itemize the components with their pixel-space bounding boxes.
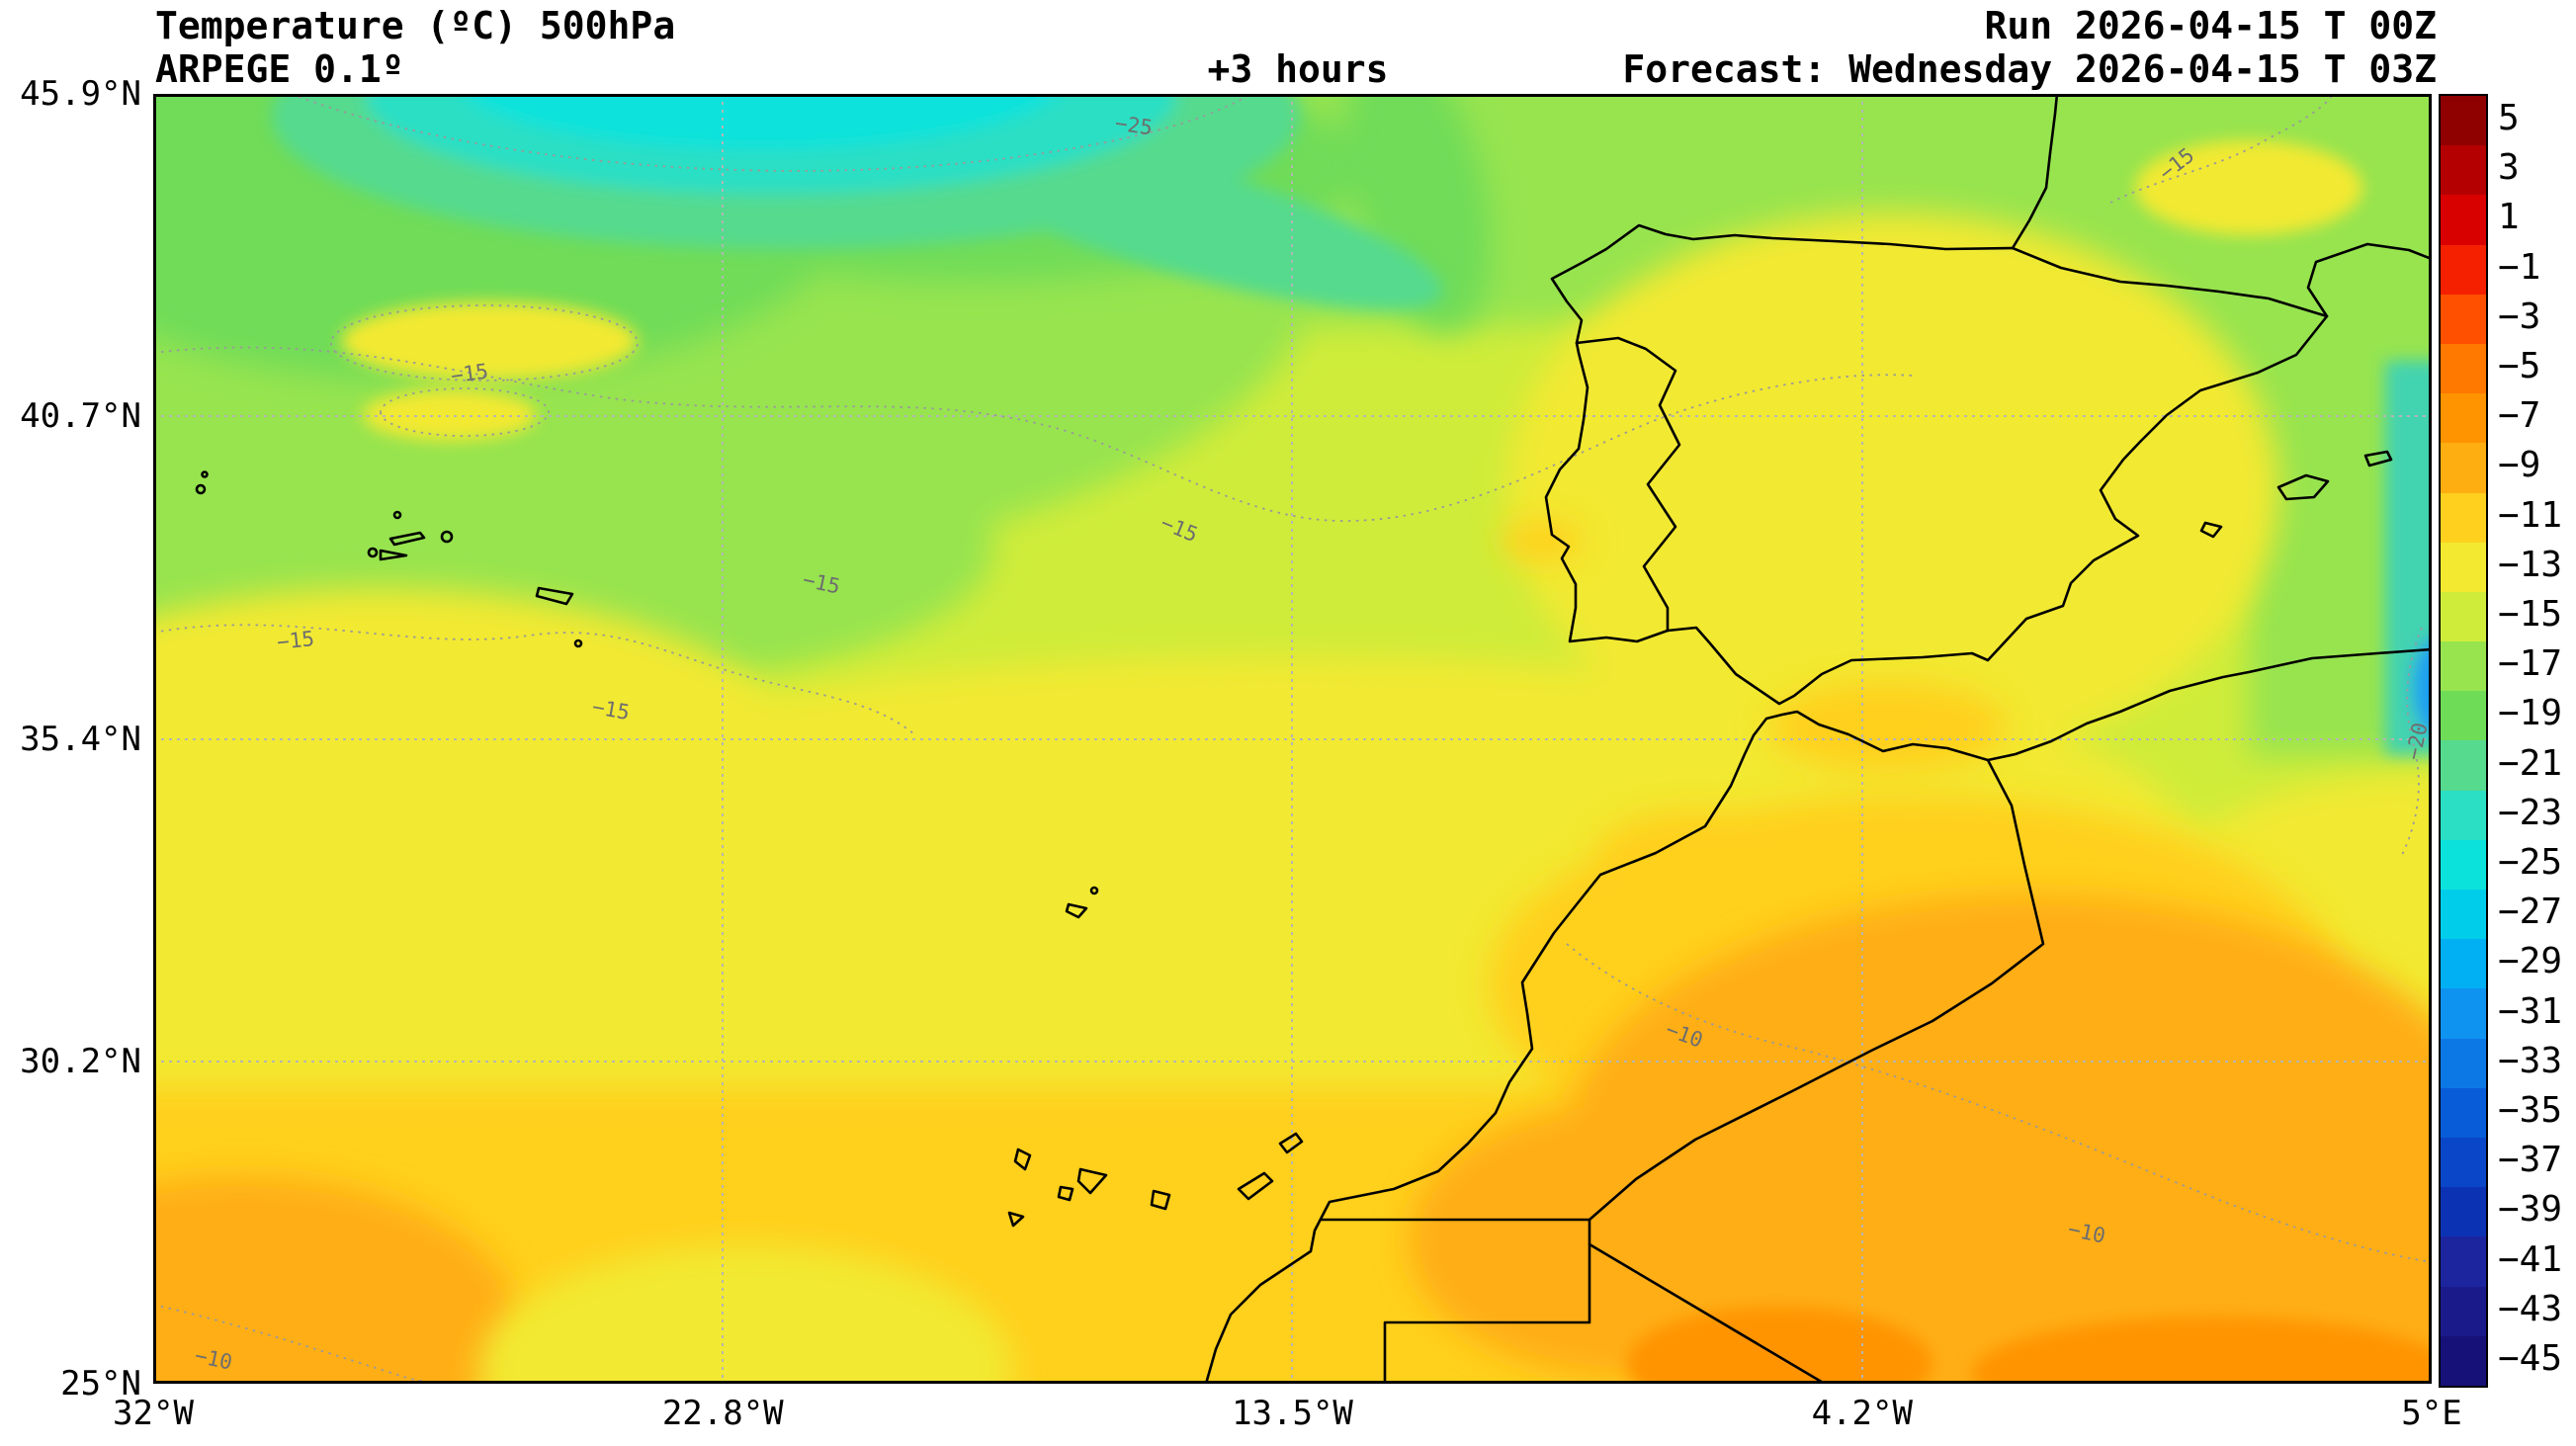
colorbar-tick-label: −29 (2498, 941, 2563, 982)
colorbar-tick-label: −1 (2498, 246, 2541, 288)
colorbar-band (2441, 343, 2486, 394)
colorbar-tick-label: −43 (2498, 1288, 2563, 1329)
lat-tick-label: 25°N (60, 1364, 141, 1403)
colorbar-tick-label: −37 (2498, 1140, 2563, 1181)
colorbar-tick-label: 5 (2498, 98, 2520, 139)
colorbar-band (2441, 443, 2486, 493)
lat-tick-label: 45.9°N (20, 74, 141, 114)
colorbar-band (2441, 1187, 2486, 1237)
colorbar-band (2441, 145, 2486, 196)
forecast-label: Forecast: Wednesday 2026-04-15 T 03Z (1622, 47, 2437, 91)
colorbar-band (2441, 988, 2486, 1039)
colorbar-band (2441, 790, 2486, 840)
map-canvas (153, 94, 2432, 1384)
colorbar (2439, 94, 2488, 1388)
colorbar-tick-label: −41 (2498, 1238, 2563, 1280)
colorbar-tick-label: 1 (2498, 197, 2520, 238)
colorbar-band (2441, 244, 2486, 295)
gridlines (153, 94, 2432, 1384)
contour-lines (153, 94, 2432, 1384)
colorbar-tick-label: −15 (2498, 594, 2563, 636)
colorbar-tick-label: −23 (2498, 792, 2563, 833)
lon-tick-label: 32°W (113, 1394, 194, 1433)
lon-tick-label: 13.5°W (1232, 1394, 1353, 1433)
plot-frame (153, 94, 2432, 1384)
colorbar-tick-label: −25 (2498, 841, 2563, 883)
colorbar-band (2441, 195, 2486, 245)
contour-label: −15 (275, 627, 316, 654)
chart-title: Temperature (ºC) 500hPa (155, 4, 676, 47)
colorbar-band (2441, 1087, 2486, 1138)
colorbar-band (2441, 591, 2486, 642)
model-label: ARPEGE 0.1º (155, 47, 404, 91)
lon-tick-label: 4.2°W (1811, 1394, 1913, 1433)
colorbar-band (2441, 740, 2486, 791)
colorbar-band (2441, 641, 2486, 692)
colorbar-tick-label: −19 (2498, 693, 2563, 734)
colorbar-band (2441, 691, 2486, 741)
colorbar-band (2441, 1286, 2486, 1336)
colorbar-band (2441, 1335, 2486, 1386)
colorbar-tick-label: −5 (2498, 346, 2541, 387)
lead-time-label: +3 hours (1207, 47, 1389, 91)
colorbar-tick-label: −17 (2498, 643, 2563, 685)
colorbar-tick-label: −9 (2498, 445, 2541, 486)
lon-tick-label: 5°E (2401, 1394, 2462, 1433)
run-label: Run 2026-04-15 T 00Z (1984, 4, 2437, 47)
colorbar-band (2441, 542, 2486, 592)
coastlines (195, 94, 2432, 1384)
colorbar-band (2441, 1038, 2486, 1088)
lat-tick-label: 40.7°N (20, 396, 141, 437)
colorbar-tick-label: −45 (2498, 1337, 2563, 1379)
colorbar-tick-label: −35 (2498, 1089, 2563, 1131)
colorbar-band (2441, 839, 2486, 890)
colorbar-band (2441, 1137, 2486, 1188)
colorbar-band (2441, 492, 2486, 543)
colorbar-tick-label: −7 (2498, 395, 2541, 437)
colorbar-band (2441, 96, 2486, 146)
lon-tick-label: 22.8°W (661, 1394, 784, 1433)
colorbar-band (2441, 294, 2486, 344)
colorbar-tick-label: 3 (2498, 147, 2520, 189)
colorbar-tick-label: −13 (2498, 544, 2563, 585)
temperature-field (153, 94, 2432, 1384)
colorbar-tick-label: −21 (2498, 742, 2563, 784)
colorbar-band (2441, 1236, 2486, 1287)
contour-label: −25 (1113, 111, 1155, 140)
map-plot (153, 94, 2432, 1384)
colorbar-tick-label: −39 (2498, 1189, 2563, 1231)
colorbar-tick-label: −33 (2498, 1040, 2563, 1081)
colorbar-tick-label: −27 (2498, 892, 2563, 933)
colorbar-band (2441, 939, 2486, 989)
colorbar-tick-label: −3 (2498, 296, 2541, 337)
colorbar-band (2441, 393, 2486, 444)
colorbar-tick-label: −31 (2498, 990, 2563, 1032)
lat-tick-label: 30.2°N (20, 1041, 141, 1081)
colorbar-band (2441, 890, 2486, 940)
lat-tick-label: 35.4°N (20, 719, 141, 759)
colorbar-tick-label: −11 (2498, 494, 2563, 536)
